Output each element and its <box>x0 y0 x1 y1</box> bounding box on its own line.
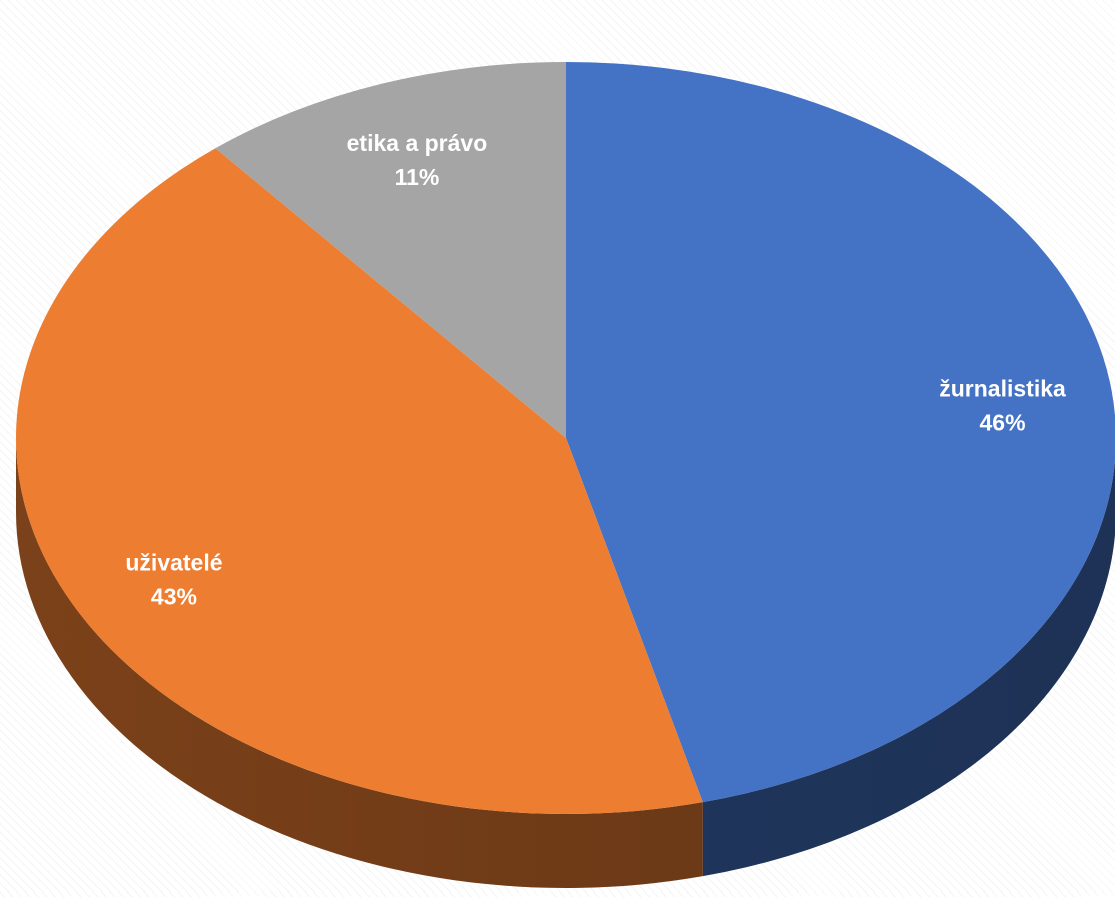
data-label-category-uzivatele: uživatelé <box>125 550 222 576</box>
data-label-category-etika-a-pravo: etika a právo <box>347 130 488 156</box>
pie-slices <box>15 62 1115 815</box>
pie-slice-uzivatele <box>15 148 703 815</box>
pie-side-shading <box>16 438 1115 888</box>
data-label-value-zurnalistika: 46% <box>980 409 1026 435</box>
pie-slice-zurnalistika <box>566 62 1115 803</box>
data-label-category-zurnalistika: žurnalistika <box>939 375 1066 401</box>
data-label-value-uzivatele: 43% <box>151 584 197 610</box>
data-label-value-etika-a-pravo: 11% <box>395 164 440 190</box>
pie-data-labels: žurnalistika 46% uživatelé 43% etika a právo… <box>125 130 1066 610</box>
pie-slice-etika-a-pravo <box>215 62 566 438</box>
pie-sides <box>16 438 1115 888</box>
